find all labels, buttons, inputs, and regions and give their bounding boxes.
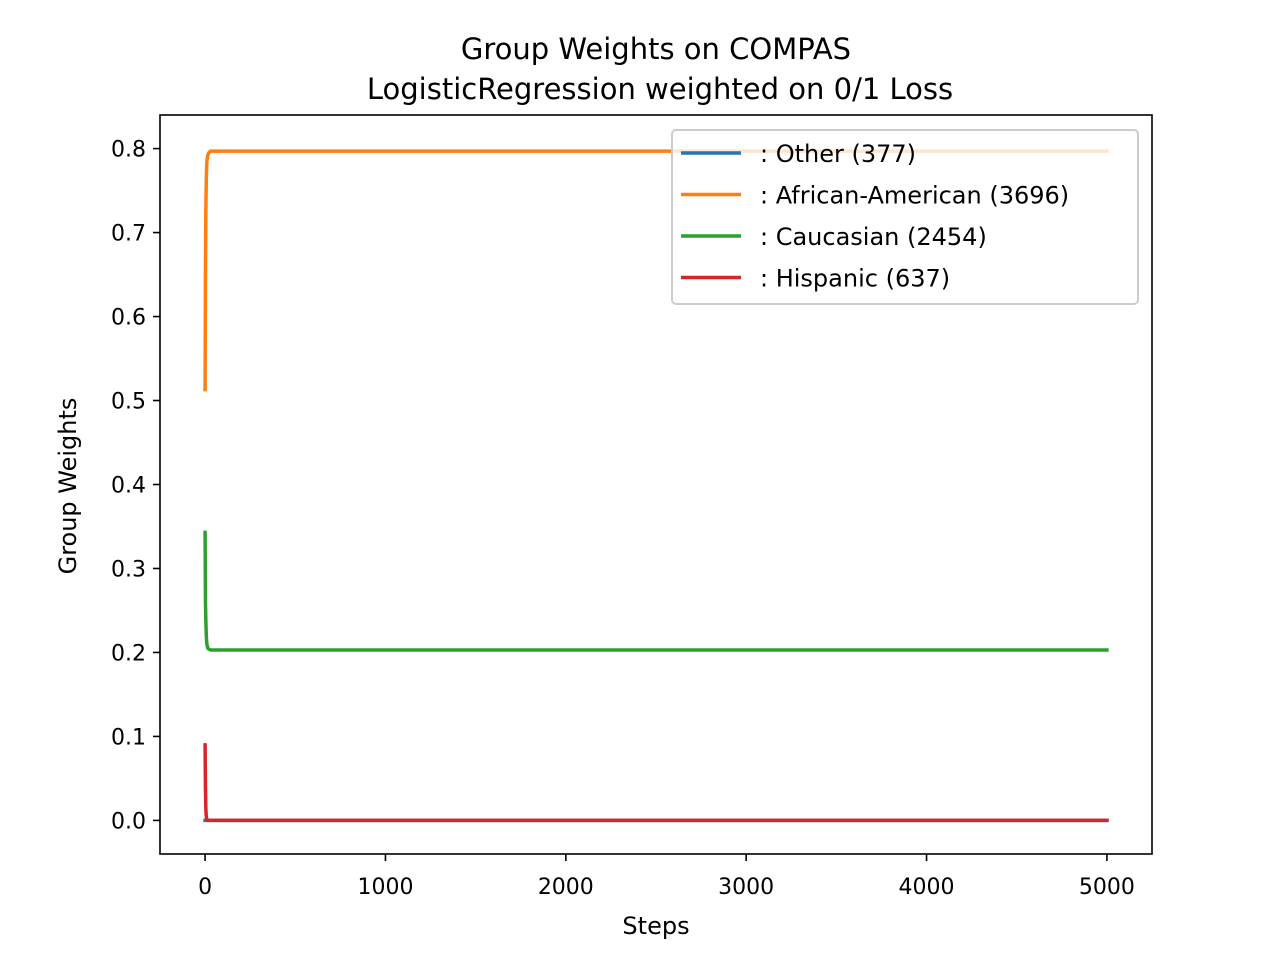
y-tick-label: 0.2	[111, 641, 146, 666]
y-tick-label: 0.6	[111, 306, 146, 331]
y-tick-label: 0.4	[111, 474, 146, 499]
x-axis-label: Steps	[622, 912, 689, 940]
x-tick-label: 1000	[357, 875, 413, 900]
legend-label-1: : African-American (3696)	[760, 182, 1069, 210]
x-tick-label: 3000	[718, 875, 774, 900]
series-line-1	[203, 149, 1109, 392]
legend-label-3: : Hispanic (637)	[760, 265, 950, 293]
y-tick-label: 0.1	[111, 725, 146, 750]
y-tick-label: 0.0	[111, 809, 146, 834]
y-tick-label: 0.7	[111, 222, 146, 247]
y-axis: 0.0 0.1 0.2 0.3 0.4 0.5 0.6 0.7 0.8	[111, 138, 160, 834]
x-tick-label: 0	[198, 875, 212, 900]
y-tick-label: 0.8	[111, 138, 146, 163]
legend-label-0: : Other (377)	[760, 140, 916, 168]
y-tick-label: 0.3	[111, 557, 146, 582]
x-tick-label: 4000	[899, 875, 955, 900]
chart-subtitle: LogisticRegression weighted on 0/1 Loss	[367, 72, 953, 106]
y-axis-label: Group Weights	[54, 398, 82, 575]
x-tick-label: 2000	[538, 875, 594, 900]
legend-label-2: : Caucasian (2454)	[760, 223, 987, 251]
x-axis: 0 1000 2000 3000 4000 5000	[198, 854, 1135, 900]
series-layer	[203, 149, 1109, 823]
chart-title: Group Weights on COMPAS	[461, 32, 851, 66]
series-line-2	[203, 530, 1109, 652]
legend-box	[671, 129, 1139, 305]
x-tick-label: 5000	[1079, 875, 1135, 900]
legend: : Other (377) : African-American (3696) : …	[671, 129, 1139, 305]
y-tick-label: 0.5	[111, 390, 146, 415]
series-line-3	[203, 743, 1109, 823]
